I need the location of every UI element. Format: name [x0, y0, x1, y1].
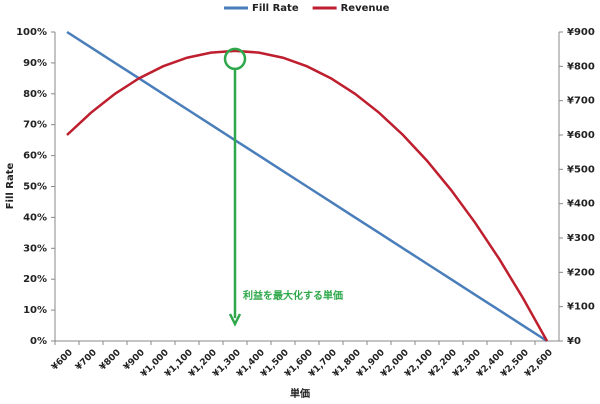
- y-tick-label: 40%: [23, 212, 47, 223]
- legend-label: Fill Rate: [252, 3, 299, 14]
- y-tick-label: 80%: [23, 89, 47, 100]
- y-tick-label: 20%: [23, 274, 47, 285]
- y-tick-label: 100%: [16, 27, 47, 38]
- y-axis-title: Fill Rate: [5, 162, 16, 209]
- y2-tick-label: ¥900: [567, 27, 595, 38]
- annotation-arrowhead: [228, 313, 242, 327]
- y2-tick-label: ¥500: [567, 164, 595, 175]
- x-axis-title: 単価: [290, 387, 310, 400]
- x-tick-label: ¥700: [74, 348, 99, 373]
- y2-tick-label: ¥300: [567, 233, 595, 244]
- y-tick-label: 70%: [23, 120, 47, 131]
- y2-tick-label: ¥0: [567, 336, 581, 347]
- y2-tick-label: ¥100: [567, 302, 595, 313]
- y2-tick-label: ¥800: [567, 61, 595, 72]
- x-tick-label: ¥800: [98, 348, 123, 373]
- y2-tick-label: ¥200: [567, 267, 595, 278]
- y-tick-label: 10%: [23, 305, 47, 316]
- series-line: [66, 30, 548, 343]
- annotation-text: 利益を最大化する単価: [243, 289, 343, 302]
- y2-tick-label: ¥600: [567, 130, 595, 141]
- y-tick-label: 90%: [23, 58, 47, 69]
- series-line: [66, 49, 549, 342]
- y2-tick-label: ¥700: [567, 96, 595, 107]
- y2-tick-label: ¥400: [567, 199, 595, 210]
- y-tick-label: 0%: [30, 336, 47, 347]
- legend-label: Revenue: [341, 3, 390, 14]
- y-tick-label: 50%: [23, 182, 47, 193]
- y-tick-label: 60%: [23, 151, 47, 162]
- x-tick-label: ¥600: [50, 348, 75, 373]
- y-tick-label: 30%: [23, 243, 47, 254]
